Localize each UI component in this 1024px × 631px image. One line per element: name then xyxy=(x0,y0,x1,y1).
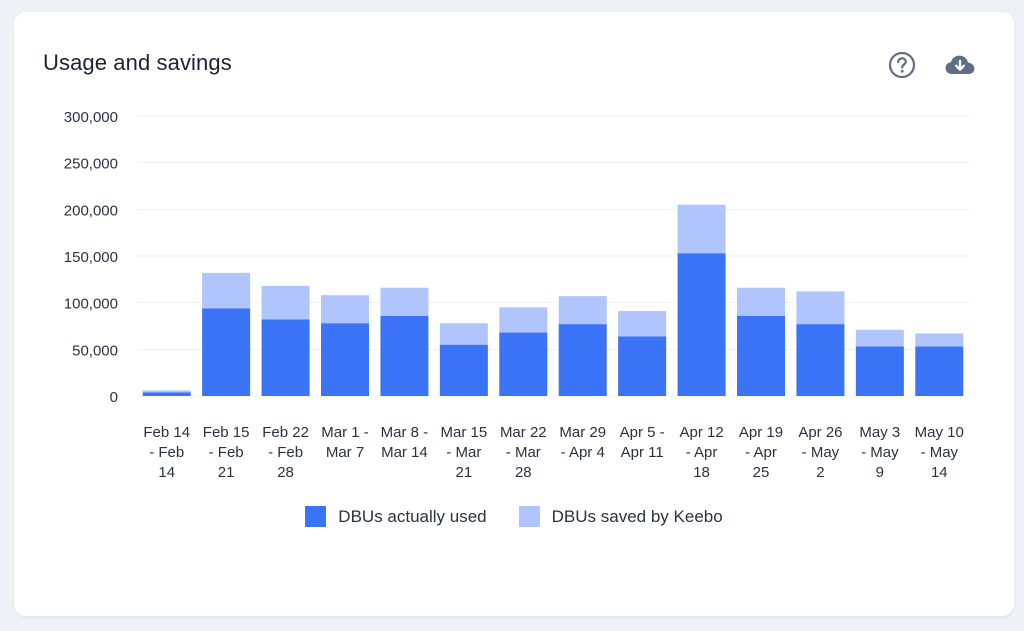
y-tick-label: 300,000 xyxy=(64,109,118,126)
x-tick-label: May 10 xyxy=(915,424,964,441)
legend-item-used[interactable]: DBUs actually used xyxy=(305,506,487,527)
x-tick-label: Apr 11 xyxy=(621,444,664,461)
bar-used xyxy=(202,308,251,396)
bar-saved xyxy=(380,287,429,316)
bar-saved xyxy=(915,333,964,347)
bar-saved xyxy=(737,287,785,316)
y-tick-label: 50,000 xyxy=(72,342,118,359)
x-tick-label: Mar 22 xyxy=(500,424,547,441)
x-tick-label: - Mar xyxy=(446,444,481,461)
legend-label-used: DBUs actually used xyxy=(338,506,487,526)
x-tick-label: 14 xyxy=(158,464,175,481)
x-tick-label: - Apr xyxy=(745,444,777,461)
x-tick-label: 21 xyxy=(456,464,473,481)
x-tick-label: 28 xyxy=(515,464,532,481)
bar-saved xyxy=(499,307,548,333)
bar-saved xyxy=(142,390,191,393)
bar-saved xyxy=(321,295,369,324)
x-tick-label: 21 xyxy=(218,464,235,481)
cloud-download-icon[interactable] xyxy=(944,49,976,81)
bar-saved xyxy=(796,291,845,325)
help-icon[interactable] xyxy=(886,49,918,81)
x-tick-label: Mar 15 xyxy=(441,424,488,441)
bar-used xyxy=(142,392,191,396)
x-tick-label: Mar 7 xyxy=(326,444,364,461)
x-tick-label: - May xyxy=(861,444,899,461)
bar-saved xyxy=(261,285,310,320)
x-tick-label: May 3 xyxy=(859,424,900,441)
x-tick-label: Mar 14 xyxy=(381,444,428,461)
y-tick-label: 250,000 xyxy=(64,156,118,173)
x-tick-label: Feb 15 xyxy=(203,424,250,441)
x-tick-label: - Feb xyxy=(268,444,303,461)
bar-saved xyxy=(202,272,251,309)
bar-used xyxy=(677,253,726,396)
x-tick-label: - Apr xyxy=(686,444,718,461)
bar-saved xyxy=(618,311,667,337)
bar-used xyxy=(380,315,429,396)
x-tick-label: - Mar xyxy=(506,444,541,461)
x-tick-label: 9 xyxy=(876,464,884,481)
x-tick-label: Mar 29 xyxy=(559,424,606,441)
y-tick-label: 150,000 xyxy=(64,249,118,266)
y-tick-label: 0 xyxy=(110,389,118,406)
legend-swatch-saved xyxy=(518,506,540,527)
x-tick-label: 28 xyxy=(277,464,294,481)
x-tick-label: - Feb xyxy=(149,444,184,461)
x-tick-label: - May xyxy=(921,444,959,461)
bar-saved xyxy=(558,296,607,325)
x-tick-label: Feb 14 xyxy=(143,424,190,441)
bar-used xyxy=(737,315,785,396)
y-tick-label: 200,000 xyxy=(64,202,118,219)
bar-chart: 0 50,000 100,000 150,000 200,000 250,000 300,0… xyxy=(64,109,969,481)
usage-savings-card: Usage and savings 0 50,000 100,000 150,000 2… xyxy=(14,12,1014,616)
bar-used xyxy=(618,336,667,396)
bar-saved xyxy=(439,323,488,345)
x-tick-label: - Feb xyxy=(209,444,244,461)
x-tick-label: Mar 1 - xyxy=(321,424,369,441)
x-tick-label: 2 xyxy=(816,464,824,481)
bar-used xyxy=(796,324,845,396)
bar-used xyxy=(439,344,488,396)
x-tick-label: Apr 5 - xyxy=(620,424,665,441)
bar-used xyxy=(915,346,964,396)
x-tick-label: Apr 19 xyxy=(739,424,783,441)
card-title: Usage and savings xyxy=(43,50,232,75)
x-tick-label: Apr 12 xyxy=(679,424,723,441)
legend-item-saved[interactable]: DBUs saved by Keebo xyxy=(518,506,723,527)
y-tick-label: 100,000 xyxy=(64,296,118,313)
bar-saved xyxy=(855,329,904,347)
x-tick-label: - May xyxy=(802,444,840,461)
bar-saved xyxy=(677,204,726,254)
x-tick-label: 14 xyxy=(931,464,948,481)
x-tick-label: Apr 26 xyxy=(798,424,842,441)
x-tick-label: - Apr 4 xyxy=(561,444,605,461)
bar-used xyxy=(855,346,904,396)
x-tick-label: Feb 22 xyxy=(262,424,309,441)
x-tick-label: 18 xyxy=(693,464,710,481)
x-tick-label: 25 xyxy=(753,464,770,481)
legend-label-saved: DBUs saved by Keebo xyxy=(551,506,723,526)
legend-swatch-used xyxy=(305,506,327,527)
x-tick-label: Mar 8 - xyxy=(381,424,429,441)
chart-legend: DBUs actually used DBUs saved by Keebo xyxy=(14,506,1014,527)
bar-used xyxy=(321,323,369,396)
bar-used xyxy=(261,319,310,396)
bar-used xyxy=(499,332,548,396)
bar-used xyxy=(558,324,607,396)
